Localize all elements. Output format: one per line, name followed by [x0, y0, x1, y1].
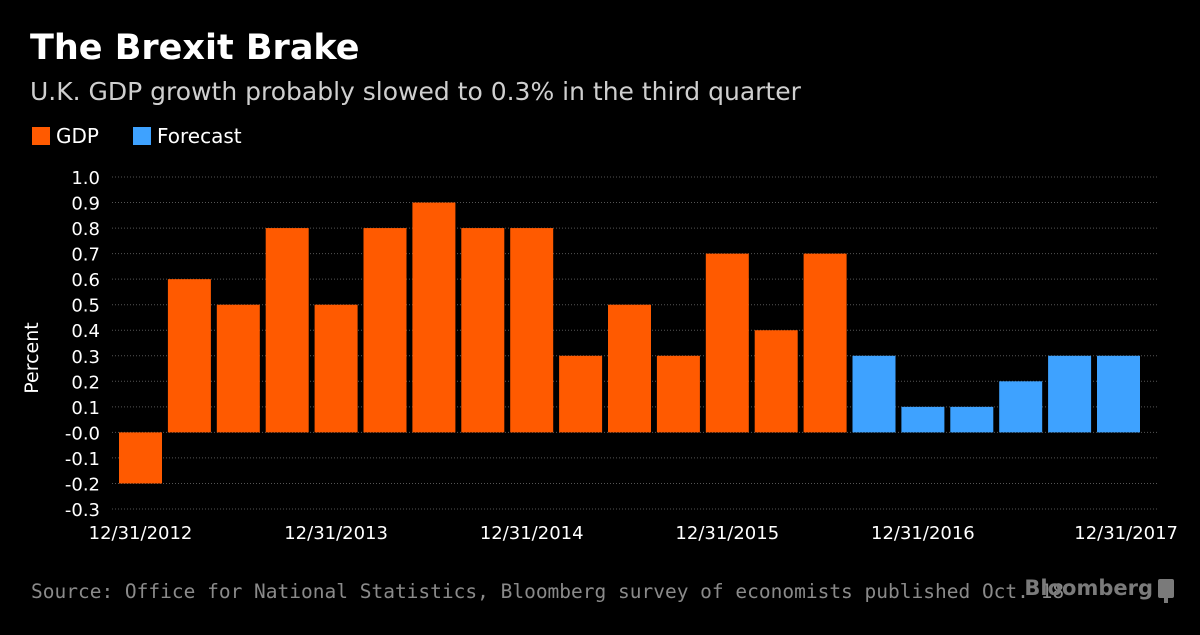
- y-tick-label: 0.1: [71, 398, 100, 419]
- x-tick-label: 12/31/2012: [89, 523, 193, 544]
- y-tick-label: -0.1: [65, 449, 100, 470]
- bar-gdp: [363, 228, 407, 433]
- bar-gdp: [608, 304, 651, 433]
- y-tick-label: -0.2: [65, 474, 100, 495]
- bloomberg-logo: Bloomberg: [1024, 576, 1174, 603]
- y-tick-label: 0.7: [71, 245, 100, 266]
- bar-gdp: [510, 228, 554, 433]
- bar-gdp: [705, 253, 749, 433]
- bar-gdp: [412, 202, 456, 433]
- bar-forecast: [1048, 355, 1092, 433]
- y-tick-label: 0.4: [71, 321, 100, 342]
- legend-label-gdp: GDP: [56, 124, 99, 148]
- y-tick-label: -0.0: [65, 423, 100, 444]
- bar-forecast: [1097, 355, 1140, 433]
- y-tick-label: -0.3: [65, 500, 100, 521]
- bar-forecast: [901, 406, 945, 433]
- legend-item-forecast: Forecast: [132, 124, 242, 148]
- legend-swatch-gdp: [32, 127, 50, 145]
- bar-gdp: [754, 330, 798, 433]
- bar-gdp: [216, 304, 260, 433]
- chart-subtitle: U.K. GDP growth probably slowed to 0.3% …: [30, 77, 801, 106]
- bar-gdp: [119, 432, 162, 484]
- bar-forecast: [950, 406, 994, 433]
- y-tick-label: 0.5: [71, 296, 100, 317]
- y-tick-label: 0.8: [71, 219, 100, 240]
- bar-gdp: [559, 355, 603, 433]
- bloomberg-terminal-icon: [1158, 578, 1174, 603]
- source-note: Source: Office for National Statistics, …: [31, 580, 1065, 603]
- bar-forecast: [999, 381, 1043, 433]
- y-tick-label: 0.2: [71, 372, 100, 393]
- bar-forecast: [852, 355, 896, 433]
- y-tick-label: 0.3: [71, 347, 100, 368]
- legend-label-forecast: Forecast: [156, 124, 242, 148]
- y-tick-label: 0.6: [71, 270, 100, 291]
- x-tick-label: 12/31/2013: [284, 523, 388, 544]
- legend-item-gdp: GDP: [32, 124, 99, 148]
- y-tick-label: 1.0: [71, 168, 100, 189]
- bar-gdp: [265, 228, 309, 433]
- brand-name: Bloomberg: [1024, 576, 1153, 600]
- bar-gdp: [314, 304, 358, 433]
- bar-gdp: [803, 253, 847, 433]
- bar-gdp: [656, 355, 700, 433]
- bar-gdp: [167, 279, 211, 433]
- x-tick-label: 12/31/2014: [480, 523, 584, 544]
- y-tick-label: 0.9: [71, 194, 100, 215]
- chart-title: The Brexit Brake: [30, 28, 360, 68]
- bar-gdp: [461, 228, 505, 433]
- x-tick-label: 12/31/2016: [871, 523, 975, 544]
- y-axis-label: Percent: [21, 322, 43, 394]
- chart-legend: GDP Forecast: [32, 124, 276, 148]
- x-tick-label: 12/31/2017: [1074, 523, 1178, 544]
- legend-swatch-forecast: [132, 127, 151, 145]
- x-tick-label: 12/31/2015: [675, 523, 779, 544]
